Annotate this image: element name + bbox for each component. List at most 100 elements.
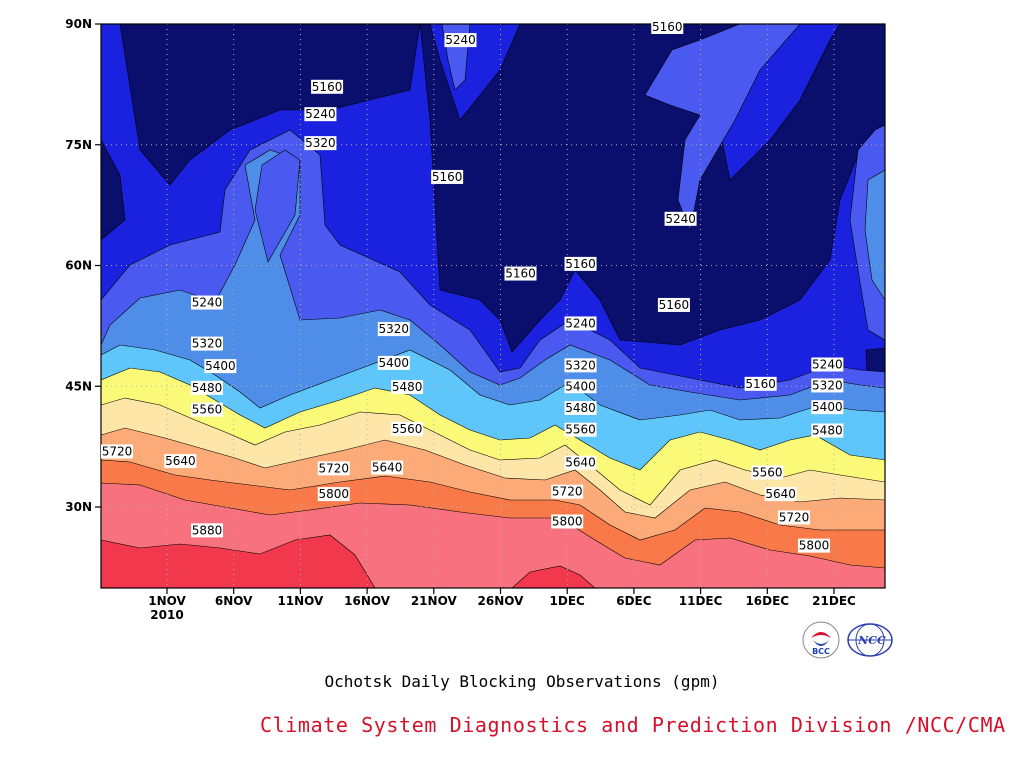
contour-label-box — [664, 211, 697, 226]
contour-label: 5160 — [311, 79, 344, 94]
contour-label: 5160 — [744, 376, 777, 391]
contour-label-box — [564, 400, 597, 415]
contour-label-text: 5240 — [305, 107, 336, 121]
contour-label-box — [751, 465, 784, 480]
contour-label: 5240 — [444, 33, 477, 48]
contour-labels: 5160 5240 5160 5160 5240 5320 5400 5480 5560 5640… — [101, 20, 844, 553]
contour-label-text: 5800 — [799, 539, 830, 553]
contour-label: 5800 — [551, 514, 584, 529]
contour-label-text: 5320 — [565, 358, 596, 372]
contour-label-box — [191, 523, 224, 538]
contour-label-text: 5320 — [192, 337, 223, 351]
contour-label: 5720 — [551, 484, 584, 499]
contour-label-text: 5800 — [552, 514, 583, 528]
contour-label-box — [811, 378, 844, 393]
contour-fields — [101, 24, 885, 588]
contour-label-box — [304, 107, 337, 122]
contour-label-text: 5320 — [305, 136, 336, 150]
contour-label-text: 5240 — [192, 296, 223, 310]
x-tick-label: 6DEC — [616, 594, 652, 608]
contour-label: 5160 — [651, 20, 684, 34]
contour-label-text: 5240 — [445, 33, 476, 47]
bcc-logo: BCC — [801, 620, 841, 660]
contour-label: 5320 — [811, 378, 844, 393]
contour-label-text: 5480 — [812, 424, 843, 438]
contour-label-box — [764, 487, 797, 502]
contour-label-text: 5720 — [318, 461, 349, 475]
x-tick-label: 1NOV — [148, 594, 186, 608]
x-tick-label: 6NOV — [215, 594, 253, 608]
contour-label-text: 5720 — [552, 485, 583, 499]
contour-band — [644, 24, 801, 232]
contour-label: 5480 — [811, 423, 844, 438]
contour-label: 5640 — [371, 460, 404, 475]
contour-band — [101, 534, 376, 588]
y-axis: 90N 75N 60N 45N 30N — [65, 17, 101, 514]
contour-label-text: 5480 — [192, 381, 223, 395]
credit-line: Climate System Diagnostics and Predictio… — [260, 713, 1006, 737]
contour-label-box — [304, 136, 337, 151]
plot-frame — [100, 23, 886, 589]
contour-label-box — [377, 355, 410, 370]
contour-label-box — [811, 423, 844, 438]
contour-label: 5640 — [564, 455, 597, 470]
contour-label-box — [657, 297, 690, 312]
contour-label: 5720 — [777, 510, 810, 525]
contour-label-box — [444, 33, 477, 48]
contour-label: 5160 — [431, 169, 464, 184]
contour-label-text: 5160 — [505, 267, 536, 281]
contour-label-box — [431, 169, 464, 184]
x-tick-label: 11NOV — [277, 594, 324, 608]
contour-label-text: 5560 — [192, 403, 223, 417]
contour-label-text: 5320 — [812, 378, 843, 392]
contour-label-text: 5720 — [102, 444, 133, 458]
contour-label-text: 5160 — [652, 20, 683, 34]
contour-label: 5800 — [797, 538, 830, 553]
x-tick-label: 16NOV — [344, 594, 391, 608]
contour-label-box — [164, 454, 197, 469]
contour-label-text: 5640 — [372, 461, 403, 475]
contour-label: 5320 — [191, 336, 224, 351]
contour-label: 5240 — [304, 107, 337, 122]
contour-label-text: 5400 — [379, 356, 410, 370]
contour-band — [254, 149, 301, 263]
x-tick-label: 11DEC — [679, 594, 723, 608]
contour-label-text: 5240 — [665, 212, 696, 226]
y-tick-label: 30N — [65, 500, 92, 514]
contour-label: 5560 — [391, 421, 424, 436]
bcc-logo-text: BCC — [812, 647, 830, 656]
contour-label: 5880 — [191, 523, 224, 538]
contour-label: 5400 — [564, 379, 597, 394]
contour-label-text: 5800 — [318, 487, 349, 501]
contour-label-text: 5320 — [379, 322, 410, 336]
contour-label-text: 5160 — [432, 170, 463, 184]
contour-band — [864, 169, 885, 301]
contour-label-box — [504, 266, 537, 281]
contour-label-box — [564, 455, 597, 470]
contour-label-box — [564, 256, 597, 271]
x-tick-sublabel: 2010 — [150, 608, 183, 622]
contour-label-box — [551, 484, 584, 499]
contour-label-box — [191, 295, 224, 310]
contour-label-box — [191, 402, 224, 417]
contour-label-box — [777, 510, 810, 525]
contour-label-text: 5400 — [205, 359, 236, 373]
y-tick-label: 60N — [65, 259, 92, 273]
contour-label-text: 5480 — [392, 380, 423, 394]
contour-label-box — [191, 380, 224, 395]
contour-label-text: 5240 — [565, 316, 596, 330]
contour-label-box — [811, 357, 844, 372]
contour-label-text: 5560 — [752, 465, 783, 479]
contour-label-box — [564, 358, 597, 373]
contour-band — [511, 565, 596, 588]
contour-label-box — [551, 514, 584, 529]
y-tick-label: 75N — [65, 138, 92, 152]
contour-label-text: 5640 — [765, 487, 796, 501]
x-tick-label: 16DEC — [745, 594, 789, 608]
contour-label: 5240 — [191, 295, 224, 310]
contour-label: 5640 — [164, 454, 197, 469]
contour-label: 5320 — [377, 322, 410, 337]
contour-label-text: 5480 — [565, 401, 596, 415]
contour-label-box — [204, 359, 237, 374]
